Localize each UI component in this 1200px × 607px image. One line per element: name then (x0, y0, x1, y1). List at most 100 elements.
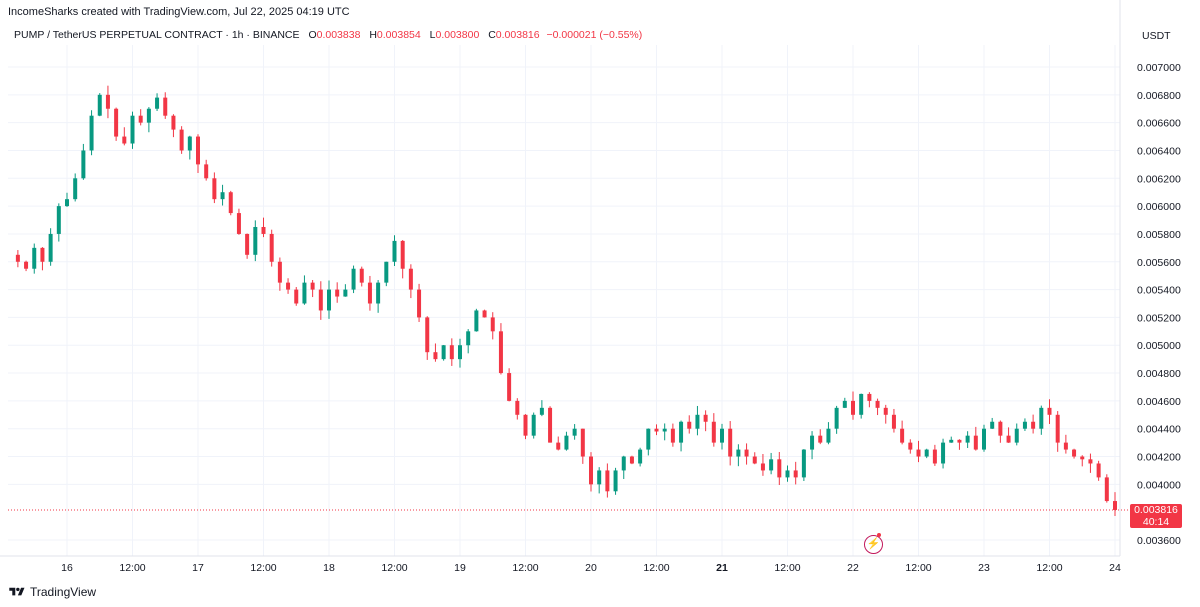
candle-down (122, 136, 127, 144)
candle-down (163, 97, 168, 116)
candle-down (400, 240, 405, 269)
candle-up (613, 470, 618, 492)
candle-down (1055, 414, 1060, 443)
candle-down (548, 407, 553, 443)
candle-down (556, 442, 561, 450)
candle-up (949, 439, 954, 443)
candle-up (924, 449, 929, 457)
symbol-name[interactable]: PUMP / TetherUS PERPETUAL CONTRACT · 1h … (14, 29, 300, 41)
x-tick-label: 12:00 (774, 562, 800, 574)
candle-down (294, 289, 299, 304)
y-tick-label: 0.006400 (1137, 145, 1181, 157)
candle-down (105, 94, 110, 109)
candle-up (859, 393, 864, 415)
candle-down (728, 428, 733, 457)
candle-down (212, 178, 217, 200)
candle-down (179, 129, 184, 151)
candle-up (810, 435, 815, 450)
lightning-icon[interactable]: ⚡ (864, 535, 883, 554)
candle-down (875, 400, 880, 408)
candle-down (908, 442, 913, 450)
candle-up (941, 442, 946, 464)
candle-down (605, 470, 610, 492)
y-tick-label: 0.006200 (1137, 173, 1181, 185)
candle-down (449, 345, 454, 360)
candle-down (793, 470, 798, 478)
bar-countdown: 40:14 (1142, 516, 1170, 528)
y-tick-label: 0.005600 (1137, 257, 1181, 269)
candle-down (1031, 421, 1036, 429)
candle-up (662, 428, 667, 432)
candle-down (1104, 477, 1109, 502)
candle-down (1047, 407, 1052, 415)
candle-up (679, 421, 684, 443)
candle-down (236, 213, 241, 234)
y-tick-label: 0.004800 (1137, 368, 1181, 380)
candle-down (523, 414, 528, 436)
candle-up (597, 470, 602, 485)
candle-down (15, 254, 20, 262)
candle-up (392, 240, 397, 262)
candle-up (1022, 421, 1027, 429)
candle-up (327, 289, 331, 311)
candle-down (687, 421, 692, 429)
candle-down (777, 459, 782, 478)
candle-down (1088, 459, 1093, 464)
candle-up (474, 310, 479, 332)
candle-up (695, 414, 700, 429)
candle-down (228, 192, 233, 214)
candle-up (130, 115, 135, 144)
candle-up (97, 94, 102, 116)
candle-up (769, 459, 774, 471)
candle-down (711, 421, 716, 443)
last-price-value: 0.003816 (1134, 504, 1178, 516)
candle-down (367, 282, 372, 304)
candle-up (155, 97, 160, 109)
candle-down (998, 421, 1003, 436)
candle-down (818, 435, 823, 443)
close-label: C (488, 29, 496, 41)
footer-brand[interactable]: TradingView (8, 585, 96, 599)
high-value: 0.003854 (376, 29, 421, 41)
candle-down (114, 108, 119, 137)
candle-up (720, 428, 724, 443)
candle-down (670, 428, 675, 443)
candle-down (482, 310, 487, 318)
candle-down (286, 282, 291, 290)
candle-down (196, 136, 200, 165)
candle-down (629, 456, 634, 464)
candle-up (736, 449, 741, 457)
candle-up (1014, 428, 1019, 443)
y-tick-label: 0.005000 (1137, 340, 1181, 352)
currency-label[interactable]: USDT (1142, 30, 1171, 42)
symbol-legend[interactable]: PUMP / TetherUS PERPETUAL CONTRACT · 1h … (14, 29, 642, 41)
candle-down (490, 317, 495, 332)
candle-down (760, 463, 765, 471)
candle-down (654, 428, 659, 432)
candle-down (433, 352, 438, 360)
x-tick-label: 18 (323, 562, 335, 574)
candle-down (744, 449, 749, 457)
candle-down (138, 115, 143, 123)
candle-up (965, 435, 970, 443)
candle-up (531, 414, 536, 436)
candle-down (335, 289, 340, 297)
candle-down (171, 115, 176, 130)
x-tick-label: 22 (847, 562, 859, 574)
candle-down (1113, 501, 1117, 510)
y-tick-label: 0.004400 (1137, 424, 1181, 436)
candle-up (302, 282, 307, 304)
x-tick-label: 12:00 (905, 562, 931, 574)
chart-credit: IncomeSharks created with TradingView.co… (8, 6, 350, 18)
candle-down (40, 247, 45, 262)
candle-up (621, 456, 626, 471)
x-tick-label: 16 (61, 562, 73, 574)
candle-up (564, 435, 569, 450)
y-tick-label: 0.004000 (1137, 479, 1181, 491)
x-tick-label: 24 (1109, 562, 1121, 574)
candle-down (891, 414, 896, 429)
candle-up (539, 407, 544, 415)
candle-up (253, 226, 258, 255)
candle-down (1063, 442, 1068, 450)
